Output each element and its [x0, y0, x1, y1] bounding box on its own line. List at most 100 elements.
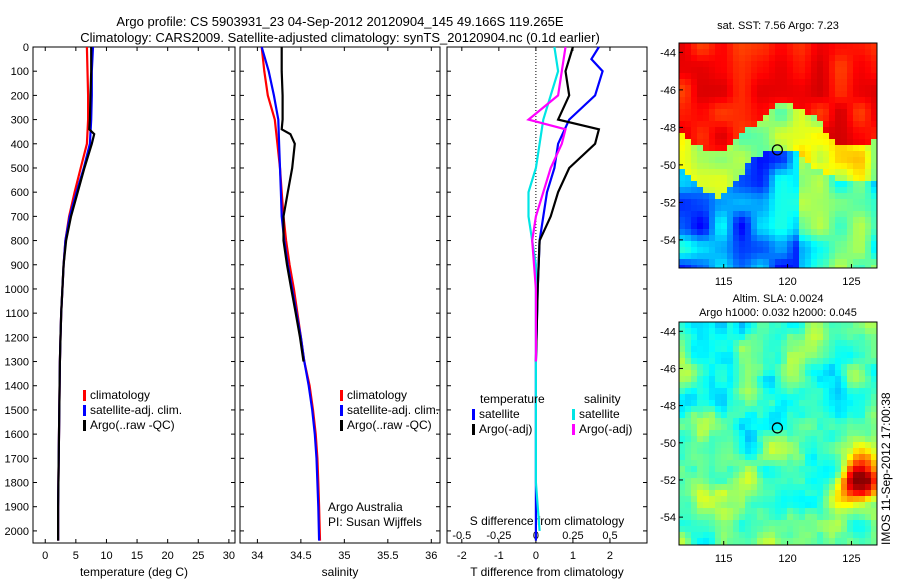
- heatmap-cell: [799, 109, 805, 115]
- heatmap-cell: [745, 163, 751, 169]
- heatmap-cell: [805, 520, 811, 526]
- heatmap-cell: [811, 193, 817, 199]
- heatmap-cell: [799, 73, 805, 79]
- heatmap-cell: [865, 358, 871, 364]
- heatmap-cell: [823, 163, 829, 169]
- heatmap-cell: [703, 265, 709, 268]
- heatmap-cell: [721, 205, 727, 211]
- y-tick-label: 1200: [5, 332, 29, 344]
- heatmap-cell: [745, 376, 751, 382]
- heatmap-cell: [697, 466, 703, 472]
- heatmap-cell: [691, 151, 697, 157]
- heatmap-cell: [721, 496, 727, 502]
- heatmap-cell: [805, 352, 811, 358]
- heatmap-cell: [793, 85, 799, 91]
- map-y-tick-label: -54: [660, 512, 676, 524]
- heatmap-cell: [751, 91, 757, 97]
- heatmap-cell: [817, 346, 823, 352]
- heatmap-cell: [793, 508, 799, 514]
- heatmap-cell: [763, 97, 769, 103]
- heatmap-cell: [871, 157, 877, 163]
- heatmap-cell: [733, 460, 739, 466]
- heatmap-cell: [709, 145, 715, 151]
- heatmap-cell: [739, 109, 745, 115]
- heatmap-cell: [865, 145, 871, 151]
- heatmap-cell: [769, 448, 775, 454]
- heatmap-cell: [703, 241, 709, 247]
- heatmap-cell: [781, 79, 787, 85]
- heatmap-cell: [805, 43, 811, 49]
- heatmap-cell: [769, 346, 775, 352]
- heatmap-cell: [733, 97, 739, 103]
- heatmap-cell: [793, 115, 799, 121]
- heatmap-cell: [685, 259, 691, 265]
- heatmap-cell: [679, 193, 685, 199]
- heatmap-cell: [859, 61, 865, 67]
- heatmap-cell: [775, 466, 781, 472]
- heatmap-cell: [859, 163, 865, 169]
- heatmap-cell: [859, 442, 865, 448]
- heatmap-cell: [685, 400, 691, 406]
- heatmap-cell: [751, 418, 757, 424]
- heatmap-cell: [721, 97, 727, 103]
- heatmap-cell: [859, 139, 865, 145]
- heatmap-cell: [775, 133, 781, 139]
- heatmap-cell: [691, 115, 697, 121]
- heatmap-cell: [865, 364, 871, 370]
- heatmap-cell: [835, 241, 841, 247]
- heatmap-cell: [769, 382, 775, 388]
- heatmap-cell: [721, 322, 727, 328]
- heatmap-cell: [805, 514, 811, 520]
- heatmap-cell: [859, 211, 865, 217]
- heatmap-cell: [703, 109, 709, 115]
- heatmap-cell: [799, 370, 805, 376]
- heatmap-cell: [685, 514, 691, 520]
- heatmap-cell: [847, 400, 853, 406]
- map-x-tick-label: 125: [842, 553, 860, 565]
- heatmap-cell: [775, 151, 781, 157]
- heatmap-cell: [757, 514, 763, 520]
- heatmap-cell: [751, 145, 757, 151]
- heatmap-cell: [823, 151, 829, 157]
- heatmap-cell: [775, 526, 781, 532]
- heatmap-cell: [871, 376, 877, 382]
- heatmap-cell: [859, 526, 865, 532]
- heatmap-cell: [769, 328, 775, 334]
- heatmap-cell: [805, 145, 811, 151]
- heatmap-cell: [787, 91, 793, 97]
- heatmap-cell: [763, 79, 769, 85]
- heatmap-cell: [781, 442, 787, 448]
- heatmap-cell: [679, 424, 685, 430]
- heatmap-cell: [715, 157, 721, 163]
- legend-label: satellite-adj. clim.: [90, 403, 182, 417]
- heatmap-cell: [685, 223, 691, 229]
- heatmap-cell: [871, 235, 877, 241]
- heatmap-cell: [793, 388, 799, 394]
- heatmap-cell: [739, 223, 745, 229]
- heatmap-cell: [781, 145, 787, 151]
- heatmap-cell: [691, 430, 697, 436]
- heatmap-cell: [745, 205, 751, 211]
- heatmap-cell: [835, 460, 841, 466]
- heatmap-cell: [697, 400, 703, 406]
- heatmap-cell: [811, 163, 817, 169]
- heatmap-cell: [775, 145, 781, 151]
- heatmap-cell: [823, 400, 829, 406]
- heatmap-cell: [871, 61, 877, 67]
- heatmap-cell: [769, 145, 775, 151]
- heatmap-cell: [709, 472, 715, 478]
- heatmap-cell: [745, 223, 751, 229]
- heatmap-cell: [841, 364, 847, 370]
- heatmap-cell: [781, 163, 787, 169]
- heatmap-cell: [685, 241, 691, 247]
- heatmap-cell: [853, 211, 859, 217]
- heatmap-cell: [823, 364, 829, 370]
- heatmap-cell: [769, 205, 775, 211]
- heatmap-cell: [679, 532, 685, 538]
- difference-profile-panel: -2 -1 0 1 2T difference from climatology-0.5…: [446, 46, 648, 579]
- heatmap-cell: [763, 442, 769, 448]
- heatmap-cell: [727, 241, 733, 247]
- heatmap-cell: [745, 388, 751, 394]
- heatmap-cell: [805, 472, 811, 478]
- heatmap-cell: [817, 442, 823, 448]
